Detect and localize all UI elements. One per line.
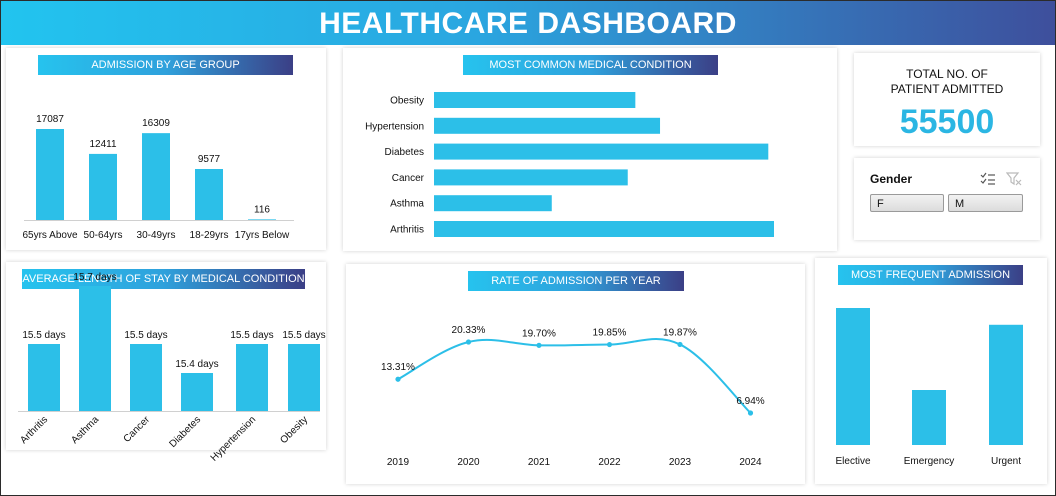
admission-type-bar [989,324,1023,445]
clear-filter-icon[interactable] [1006,172,1022,186]
age-category-label: 50-64yrs [84,230,123,241]
condition-category-label: Diabetes [385,147,424,158]
length-of-stay-panel: AVERAGE LENGTH OF STAY BY MEDICAL CONDIT… [6,262,326,464]
stay-category-label: Cancer [122,414,153,445]
gender-slicer: Gender F M [854,158,1040,240]
condition-bar [434,117,661,134]
admission-type-chart: Elective Emergency Urgent [835,308,1023,467]
length-of-stay-chart: 15.5 days Arthritis 15.7 days Asthma 15.5 da… [18,272,326,464]
age-category-label: 17yrs Below [235,230,290,241]
condition-category-label: Asthma [390,199,424,210]
length-of-stay-title: AVERAGE LENGTH OF STAY BY MEDICAL CONDIT… [22,269,305,289]
admission-type-panel: MOST FREQUENT ADMISSION TYPE Elective Eme… [815,258,1047,484]
admission-rate-data-label: 6.94% [736,396,764,407]
stay-bar [288,344,320,411]
condition-bar [434,92,636,108]
age-bar [36,129,64,220]
stay-bar [130,344,162,411]
admission-rate-data-label: 13.31% [381,362,415,373]
admission-rate-point [536,342,542,348]
stay-bar [236,344,268,411]
admission-type-category-label: Urgent [991,456,1021,467]
age-group-panel: ADMISSION BY AGE GROUP 17087 65yrs Above 1… [6,48,326,250]
condition-bar [434,143,769,160]
condition-category-label: Cancer [392,173,425,184]
stay-category-label: Diabetes [167,414,203,450]
condition-title: MOST COMMON MEDICAL CONDITION [463,55,718,75]
age-bar [248,219,276,220]
condition-bar [434,221,774,237]
admission-rate-panel: RATE OF ADMISSION PER YEAR 13.31% 2019 20.… [346,264,805,484]
admission-rate-data-label: 19.85% [593,328,627,339]
admission-rate-point [606,341,613,348]
admission-rate-year-label: 2024 [739,457,762,468]
age-category-label: 18-29yrs [190,230,229,241]
slicer-title: Gender [870,172,913,186]
admission-rate-data-label: 20.33% [452,325,486,336]
multi-select-icon[interactable] [980,172,996,186]
stay-category-label: Asthma [69,414,101,446]
stay-data-label: 15.4 days [175,359,218,370]
stay-bar [28,344,60,411]
admission-rate-point [677,341,683,348]
condition-category-label: Obesity [390,96,424,107]
admission-type-category-label: Elective [835,456,870,467]
stay-data-label: 15.7 days [73,272,116,283]
age-bar [195,168,223,220]
admission-rate-chart: 13.31% 2019 20.33% 2020 19.70% 2021 19.85% 2022… [381,325,765,468]
admission-type-category-label: Emergency [904,456,955,467]
age-data-label: 16309 [142,118,170,129]
kpi-value: 55500 [899,103,995,141]
age-category-label: 30-49yrs [137,230,176,241]
condition-chart: Obesity Hypertension Diabetes Cancer Asthma A… [365,92,774,237]
slicer-option-f[interactable]: F [870,194,944,212]
age-group-chart: 17087 65yrs Above 12411 50-64yrs 16309 30-49y… [22,114,294,241]
stay-data-label: 15.5 days [22,330,65,341]
stay-category-label: Arthritis [18,414,50,446]
admission-rate-point [465,339,472,345]
title-bar: HEALTHCARE DASHBOARD [1,1,1055,45]
kpi-label-line1: TOTAL NO. OF [906,67,988,81]
stay-category-label: Obesity [278,414,310,446]
admission-rate-year-label: 2020 [457,457,480,468]
age-data-label: 9577 [198,154,221,165]
condition-bar [434,195,552,212]
condition-category-label: Hypertension [365,121,424,132]
admission-type-bar [912,390,946,445]
admission-rate-data-label: 19.87% [663,327,697,338]
stay-data-label: 15.5 days [124,330,167,341]
slicer-option-m[interactable]: M [948,194,1023,212]
stay-bar [79,286,111,411]
admission-type-bar [836,308,870,445]
stay-data-label: 15.5 days [230,330,273,341]
condition-panel: MOST COMMON MEDICAL CONDITION Obesity Hyp… [343,48,837,251]
admission-rate-year-label: 2021 [528,457,551,468]
admission-rate-data-label: 19.70% [522,328,556,339]
age-group-title: ADMISSION BY AGE GROUP [38,55,293,75]
condition-category-label: Arthritis [390,225,424,236]
age-data-label: 12411 [89,139,117,150]
age-data-label: 17087 [36,114,64,125]
admission-rate-point [747,410,754,416]
stay-bar [181,373,213,411]
page-title: HEALTHCARE DASHBOARD [319,7,737,40]
admission-rate-year-label: 2023 [669,457,692,468]
age-bar [142,133,170,220]
admission-rate-year-label: 2022 [598,457,621,468]
admission-rate-title: RATE OF ADMISSION PER YEAR [468,271,684,291]
age-bar [89,153,117,220]
age-category-label: 65yrs Above [22,230,77,241]
total-patients-card: TOTAL NO. OF PATIENT ADMITTED 55500 [854,53,1040,146]
stay-data-label: 15.5 days [282,330,325,341]
admission-rate-year-label: 2019 [387,457,410,468]
admission-rate-point [395,376,401,382]
admission-rate-line [397,337,752,414]
condition-bar [434,169,628,186]
admission-type-title: MOST FREQUENT ADMISSION TYPE [838,265,1023,301]
age-data-label: 116 [254,204,270,215]
kpi-label-line2: PATIENT ADMITTED [890,82,1004,96]
stay-category-label: Hypertension [209,414,258,463]
